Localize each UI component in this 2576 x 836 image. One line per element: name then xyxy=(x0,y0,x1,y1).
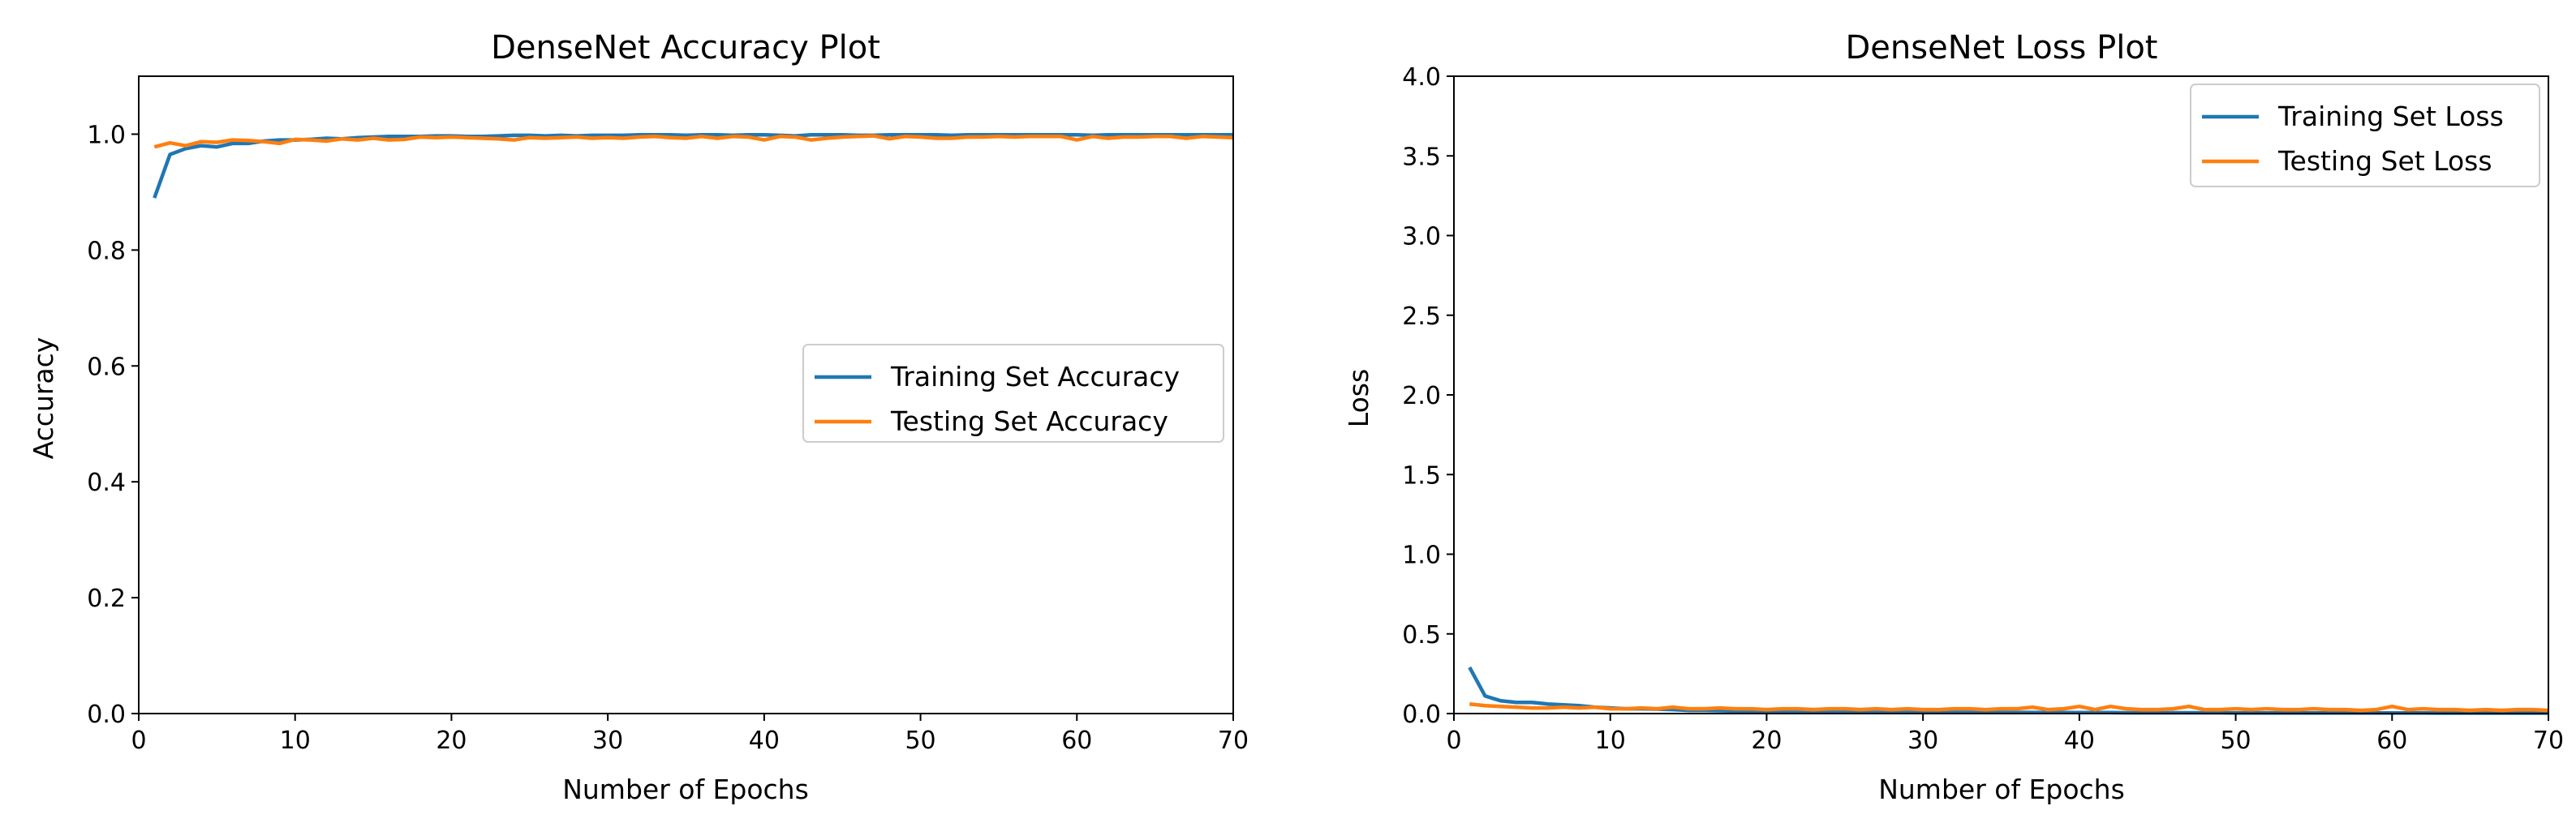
x-tick-label: 40 xyxy=(749,727,780,755)
x-tick-label: 20 xyxy=(436,727,467,755)
x-tick-label: 30 xyxy=(592,727,623,755)
y-tick-label: 2.0 xyxy=(1402,382,1441,410)
loss-chart-title: DenseNet Loss Plot xyxy=(1846,29,2158,66)
x-tick-label: 30 xyxy=(1907,727,1938,755)
x-tick-label: 0 xyxy=(131,727,146,755)
legend-box xyxy=(802,344,1224,443)
accuracy-chart: DenseNet Accuracy Plot Number of Epochs … xyxy=(28,29,1249,805)
x-tick-label: 50 xyxy=(905,727,935,755)
y-tick-label: 3.5 xyxy=(1402,143,1441,171)
x-tick-label: 60 xyxy=(1061,727,1092,755)
legend-label: Training Set Loss xyxy=(2277,101,2504,132)
loss-chart-xlabel: Number of Epochs xyxy=(1878,774,2125,805)
legend-box xyxy=(2190,84,2540,187)
x-tick-label: 50 xyxy=(2220,727,2251,755)
x-tick-label: 40 xyxy=(2064,727,2095,755)
legend-label: Testing Set Loss xyxy=(2277,145,2492,177)
legend-label: Testing Set Accuracy xyxy=(890,405,1168,437)
y-tick-label: 0.4 xyxy=(87,469,126,497)
series-line-testing-set-accuracy xyxy=(153,134,1234,149)
y-tick-label: 1.5 xyxy=(1402,461,1441,490)
y-tick-label: 2.5 xyxy=(1402,302,1441,331)
x-tick-label: 70 xyxy=(2533,727,2564,755)
accuracy-chart-xlabel: Number of Epochs xyxy=(562,774,809,805)
y-tick-label: 0.0 xyxy=(1402,701,1441,729)
x-tick-label: 60 xyxy=(2376,727,2407,755)
x-tick-label: 0 xyxy=(1446,727,1461,755)
series-line-testing-set-loss xyxy=(1469,701,2549,713)
accuracy-chart-title: DenseNet Accuracy Plot xyxy=(491,29,880,66)
y-tick-label: 0.0 xyxy=(87,701,126,729)
y-tick-label: 0.6 xyxy=(87,353,126,381)
y-tick-label: 1.0 xyxy=(87,121,126,149)
x-tick-label: 20 xyxy=(1751,727,1782,755)
y-tick-label: 1.0 xyxy=(1402,542,1441,570)
legend-label: Training Set Accuracy xyxy=(890,361,1180,392)
loss-chart: DenseNet Loss Plot Number of Epochs Loss… xyxy=(1343,29,2564,805)
loss-plot-area: 0 10 20 30 40 50 60 70 0.0 0.5 1.0 1.5 2.0 2.5 3.0 3.5 4… xyxy=(1402,63,2564,755)
accuracy-plot-area: 0 10 20 30 40 50 60 70 0.0 0.2 0.4 0.6 0.8 1.0 Trainin… xyxy=(87,75,1249,755)
x-tick-label: 10 xyxy=(280,727,311,755)
x-tick-label: 70 xyxy=(1218,727,1249,755)
y-tick-label: 0.2 xyxy=(87,585,126,613)
series-line-training-set-accuracy xyxy=(153,132,1233,199)
axes-frame xyxy=(138,75,1234,714)
loss-chart-ylabel: Loss xyxy=(1343,369,1374,427)
x-tick-label: 10 xyxy=(1595,727,1626,755)
y-tick-label: 3.0 xyxy=(1402,223,1441,251)
accuracy-chart-ylabel: Accuracy xyxy=(28,337,59,460)
y-tick-label: 0.8 xyxy=(87,237,126,265)
y-tick-label: 4.0 xyxy=(1402,63,1441,92)
y-tick-label: 0.5 xyxy=(1402,621,1441,650)
